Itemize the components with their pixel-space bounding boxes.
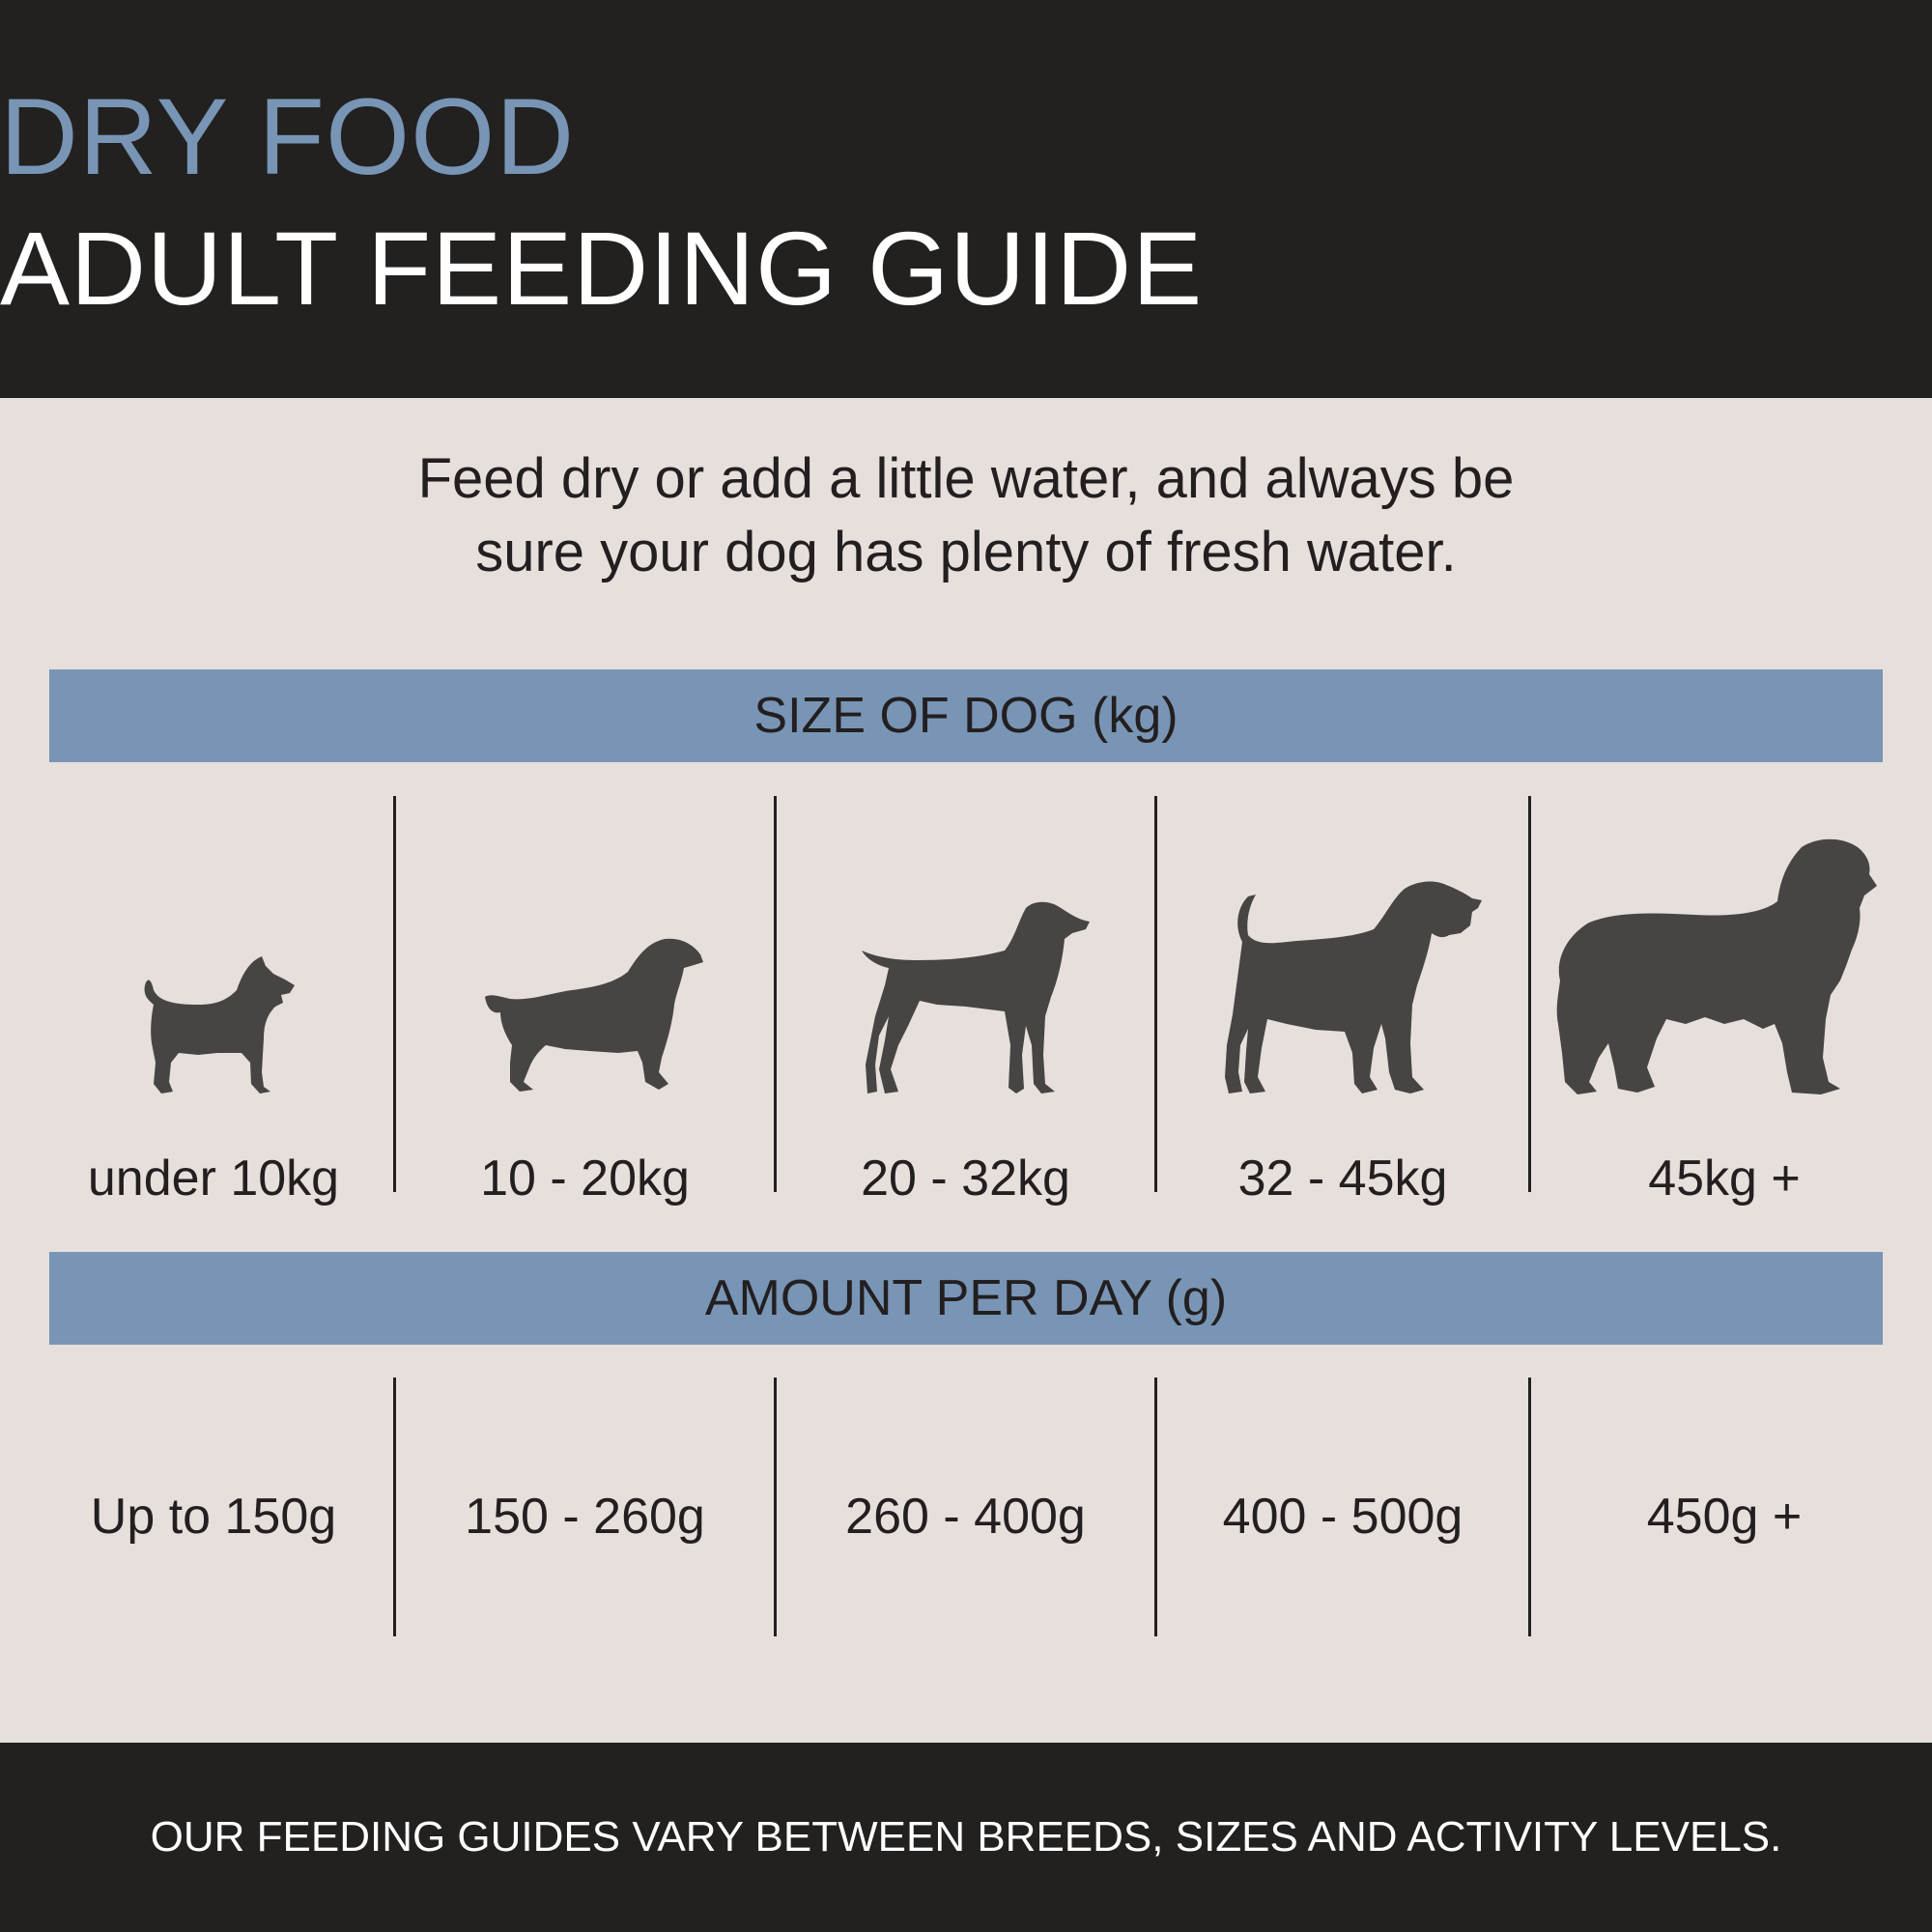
intro-line-2: sure your dog has plenty of fresh water. — [475, 521, 1457, 583]
column-divider — [1528, 796, 1531, 1192]
amount-label: 400 - 500g — [1222, 1489, 1463, 1545]
amount-label: 150 - 260g — [465, 1489, 705, 1545]
size-label: 20 - 32kg — [861, 1151, 1070, 1207]
large-fluffy-dog-icon — [1550, 836, 1879, 1096]
page-title-dry-food: DRY FOOD — [0, 76, 576, 197]
small-terrier-icon — [140, 956, 299, 1096]
page-title-feeding-guide: ADULT FEEDING GUIDE — [0, 210, 1204, 327]
size-label: 32 - 45kg — [1237, 1151, 1448, 1207]
column-divider — [393, 1378, 396, 1636]
intro-text: Feed dry or add a little water, and alwa… — [0, 442, 1932, 589]
size-label: 45kg + — [1648, 1151, 1801, 1207]
size-label: 10 - 20kg — [480, 1151, 690, 1207]
amount-per-day-header: AMOUNT PER DAY (g) — [49, 1252, 1883, 1345]
column-divider — [1154, 1378, 1157, 1636]
intro-line-1: Feed dry or add a little water, and alwa… — [417, 447, 1515, 510]
footer-banner — [0, 1743, 1932, 1932]
schnauzer-icon — [1219, 879, 1490, 1096]
column-divider — [1528, 1378, 1531, 1636]
column-divider — [774, 796, 777, 1192]
amount-label: Up to 150g — [90, 1489, 337, 1545]
amount-label: 450g + — [1646, 1489, 1803, 1545]
column-divider — [774, 1378, 777, 1636]
spaniel-icon — [483, 937, 705, 1096]
column-divider — [1154, 796, 1157, 1192]
footer-disclaimer: OUR FEEDING GUIDES VARY BETWEEN BREEDS, … — [150, 1813, 1782, 1861]
amount-label: 260 - 400g — [845, 1489, 1086, 1545]
header-banner — [0, 0, 1932, 398]
pointer-icon — [860, 900, 1092, 1096]
size-of-dog-header: SIZE OF DOG (kg) — [49, 669, 1883, 762]
column-divider — [393, 796, 396, 1192]
size-label: under 10kg — [87, 1151, 340, 1207]
